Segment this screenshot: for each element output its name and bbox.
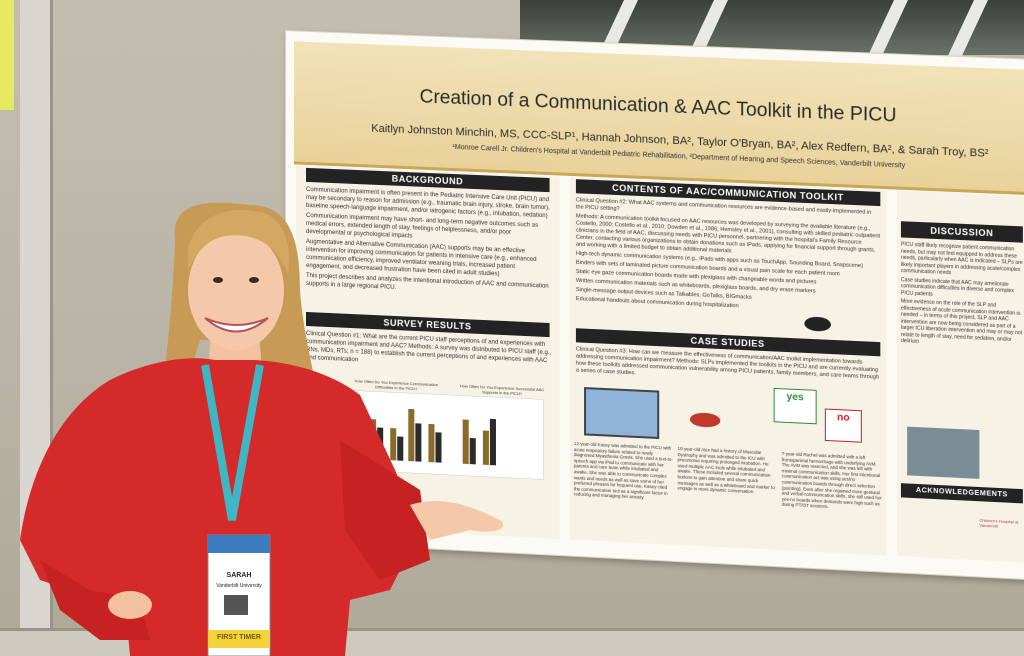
chart-bar	[428, 423, 435, 463]
chart-bar	[390, 428, 397, 461]
communication-button-device	[804, 316, 832, 332]
discussion-bullet: More evidence on the role of the SLP and…	[900, 298, 1023, 345]
chart-bar	[482, 430, 489, 465]
board-frame-left	[20, 0, 53, 656]
discussion-text: PICU staff likely recognize patient comm…	[901, 242, 1023, 353]
column-center: CONTENTS OF AAC/COMMUNICATION TOOLKIT Cl…	[569, 176, 887, 556]
chart-bar	[356, 429, 363, 458]
badge-org: Vanderbilt University	[216, 583, 262, 589]
column-right: DISCUSSION PICU staff likely recognize p…	[896, 190, 1024, 563]
case-study-1: 12-year-old Kasey was admitted to the PI…	[573, 440, 673, 501]
badge-name: SARAH	[226, 572, 252, 579]
chart-bar	[435, 432, 442, 463]
discussion-bullet: Case studies indicate that AAC may ameli…	[900, 276, 1014, 298]
section-discussion-header: DISCUSSION	[900, 221, 1023, 243]
chart-bar	[462, 419, 469, 465]
contents-text: Clinical Question #2: What AAC systems a…	[576, 197, 880, 318]
board-frame-bottom	[0, 628, 1024, 656]
attention-button-photo	[689, 412, 721, 428]
no-board: no	[824, 408, 862, 443]
yes-board: yes	[773, 387, 817, 425]
chart-bar	[377, 427, 384, 460]
section-acknowledgements-header: ACKNOWLEDGEMENTS	[900, 483, 1023, 504]
chart-bar	[415, 423, 422, 462]
discussion-bullet: PICU staff likely recognize patient comm…	[900, 241, 1023, 277]
chart-bar	[370, 419, 377, 460]
background-text: Communication impairment is often presen…	[306, 186, 552, 301]
ipad-photo	[584, 387, 660, 440]
survey-text: Clinical Question #1: What are the curre…	[305, 330, 552, 365]
chart-bar	[349, 409, 356, 458]
case-study-2: 10-year-old Alex had a history of Muscul…	[677, 445, 775, 495]
chart-bar	[469, 437, 476, 465]
sticky-note	[0, 0, 14, 110]
badge-first-timer: FIRST TIMER	[217, 634, 261, 641]
chart-bar	[408, 408, 415, 462]
chart-bar	[489, 418, 496, 466]
chart-bar	[397, 436, 404, 461]
hospital-logo-text: Children's Hospital at Vanderbilt	[979, 517, 1019, 529]
case-study-3: 7-year-old Rachel was admitted with a le…	[781, 451, 882, 510]
survey-bar-chart	[342, 389, 544, 480]
patient-photo	[907, 426, 980, 479]
badge-event: 2018 ASHA CONVENTION	[222, 555, 256, 567]
column-left: BACKGROUND Communication impairment is o…	[295, 165, 560, 539]
research-poster: Creation of a Communication & AAC Toolki…	[285, 30, 1024, 581]
